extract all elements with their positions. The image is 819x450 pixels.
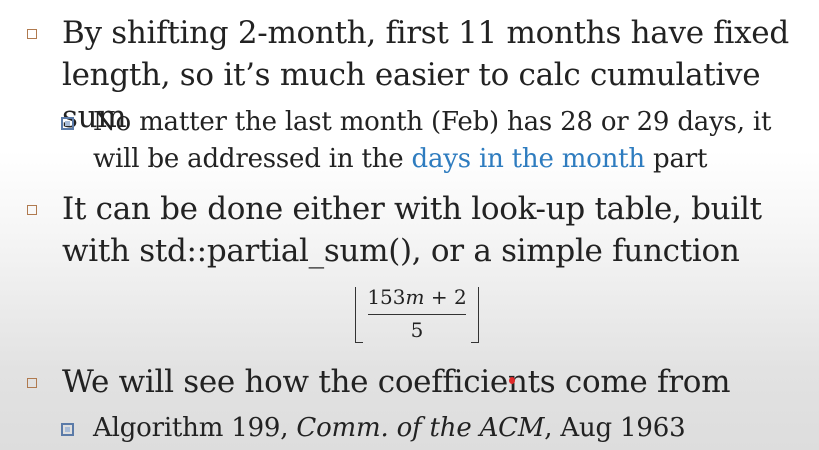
bullet-3: We will see how the coefficients come fr…: [27, 361, 812, 403]
bullet-1-text: By shifting 2-month, first 11 months hav…: [62, 15, 789, 135]
bullet-3-sub-suffix: , Aug 1963: [544, 413, 686, 443]
floor-right-bracket: [471, 287, 479, 343]
numerator-var: m: [405, 285, 425, 309]
square-bullet-icon: [27, 205, 37, 215]
bullet-3-sub: Algorithm 199, Comm. of the ACM, Aug 196…: [61, 410, 808, 447]
laser-pointer-dot: [509, 377, 515, 384]
bullet-1-sub: No matter the last month (Feb) has 28 or…: [61, 104, 808, 178]
bullet-3-sub-prefix: Algorithm 199,: [93, 413, 297, 443]
floor-formula: 153m + 2 5: [351, 283, 483, 345]
filled-square-bullet-icon: [61, 117, 74, 130]
bullet-1-sub-text-before: No matter the last month (Feb) has 28 or…: [93, 107, 772, 174]
bullet-3-text: We will see how the coefficients come fr…: [62, 364, 731, 400]
bullet-2: It can be done either with look-up table…: [27, 188, 812, 272]
floor-left-bracket: [355, 287, 363, 343]
journal-title: Comm. of the ACM: [296, 413, 545, 443]
filled-square-bullet-icon: [61, 423, 74, 436]
formula-numerator: 153m + 2: [351, 284, 483, 310]
bullet-2-text: It can be done either with look-up table…: [62, 191, 762, 269]
highlight-days-in-month: days in the month: [411, 144, 646, 174]
bullet-1-sub-text-after: part: [644, 144, 708, 174]
fraction-bar: [368, 314, 466, 315]
numerator-coef: 153: [367, 285, 406, 309]
numerator-rest: + 2: [424, 285, 467, 309]
square-bullet-icon: [27, 378, 37, 388]
square-bullet-icon: [27, 29, 37, 39]
bullet-1: By shifting 2-month, first 11 months hav…: [27, 12, 812, 138]
formula-denominator: 5: [410, 318, 424, 342]
